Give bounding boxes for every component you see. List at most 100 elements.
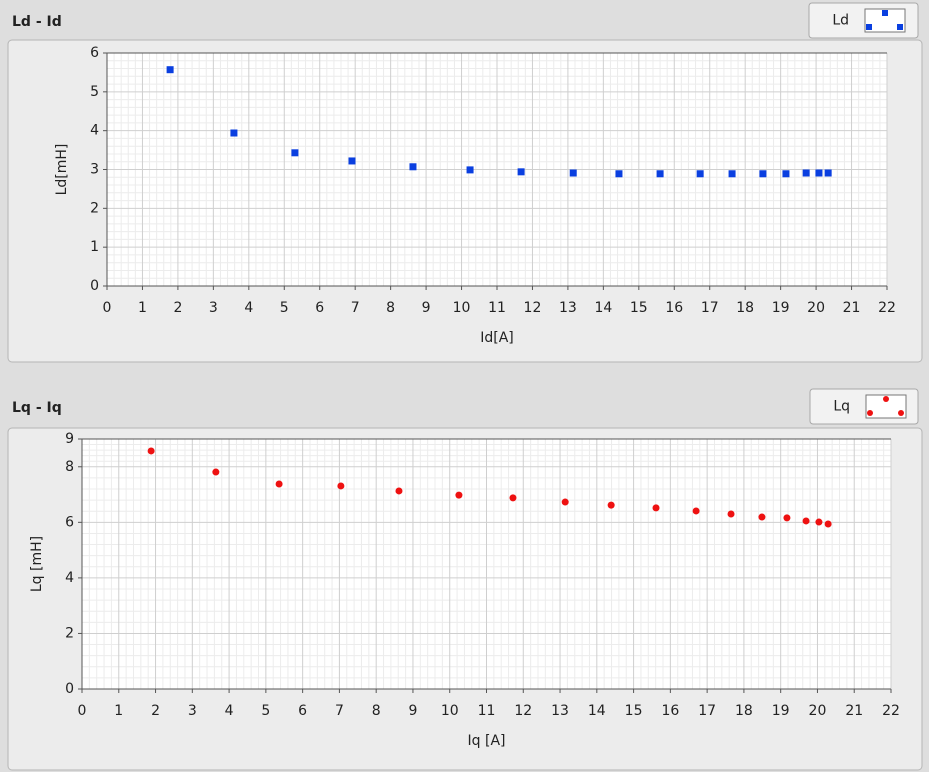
legend-label: Lq (833, 399, 850, 415)
marker (652, 504, 660, 512)
x-tick-label: 13 (551, 703, 569, 719)
marker (455, 491, 463, 499)
marker (727, 510, 735, 518)
legend-marker (867, 410, 873, 416)
y-tick-label: 0 (65, 681, 74, 697)
marker (409, 163, 417, 171)
y-axis-label: Ld[mH] (54, 144, 70, 196)
y-tick-label: 6 (90, 45, 99, 61)
x-tick-label: 19 (772, 300, 790, 316)
marker (212, 468, 220, 476)
x-tick-label: 5 (280, 300, 289, 316)
y-tick-label: 1 (90, 239, 99, 255)
marker (782, 170, 790, 178)
x-tick-label: 21 (845, 703, 863, 719)
marker (759, 170, 767, 178)
x-tick-label: 12 (524, 300, 542, 316)
marker (692, 507, 700, 515)
marker (758, 513, 766, 521)
y-tick-label: 9 (65, 431, 74, 447)
legend-marker (898, 410, 904, 416)
marker (509, 494, 517, 502)
x-tick-label: 5 (261, 703, 270, 719)
x-tick-label: 9 (422, 300, 431, 316)
x-tick-label: 16 (661, 703, 679, 719)
marker (517, 168, 525, 176)
x-tick-label: 14 (594, 300, 612, 316)
x-tick-label: 9 (408, 703, 417, 719)
marker (824, 520, 832, 528)
y-tick-label: 2 (90, 200, 99, 216)
x-tick-label: 10 (453, 300, 471, 316)
marker (824, 169, 832, 177)
legend-label: Ld (832, 13, 849, 29)
x-tick-label: 14 (588, 703, 606, 719)
x-axis-label: Id[A] (480, 330, 514, 346)
x-tick-label: 4 (225, 703, 234, 719)
x-tick-label: 12 (514, 703, 532, 719)
x-tick-label: 20 (807, 300, 825, 316)
y-tick-label: 4 (90, 123, 99, 139)
x-tick-label: 8 (386, 300, 395, 316)
marker (395, 487, 403, 495)
x-tick-label: 22 (878, 300, 896, 316)
chart-title: Ld - Id (12, 14, 62, 30)
x-tick-label: 18 (735, 703, 753, 719)
legend-marker (897, 24, 903, 30)
x-tick-label: 18 (736, 300, 754, 316)
legend-icon (864, 8, 906, 33)
marker (815, 169, 823, 177)
y-axis-label: Lq [mH] (29, 536, 45, 592)
marker (802, 169, 810, 177)
marker (696, 170, 704, 178)
marker (802, 517, 810, 525)
y-tick-label: 0 (90, 278, 99, 294)
x-tick-label: 6 (315, 300, 324, 316)
x-tick-label: 13 (559, 300, 577, 316)
marker (656, 170, 664, 178)
x-tick-label: 2 (173, 300, 182, 316)
marker (291, 149, 299, 157)
legend-icon (865, 394, 907, 419)
legend-marker (882, 10, 888, 16)
marker (569, 169, 577, 177)
x-tick-label: 3 (209, 300, 218, 316)
x-tick-label: 22 (882, 703, 900, 719)
marker (607, 501, 615, 509)
y-tick-label: 4 (65, 570, 74, 586)
x-tick-label: 2 (151, 703, 160, 719)
x-tick-label: 7 (335, 703, 344, 719)
x-tick-label: 15 (630, 300, 648, 316)
marker (561, 498, 569, 506)
marker (466, 166, 474, 174)
x-tick-label: 15 (625, 703, 643, 719)
x-tick-label: 11 (478, 703, 496, 719)
marker (275, 480, 283, 488)
marker (815, 518, 823, 526)
x-tick-label: 6 (298, 703, 307, 719)
y-tick-label: 5 (90, 84, 99, 100)
x-tick-label: 17 (698, 703, 716, 719)
marker (783, 514, 791, 522)
x-tick-label: 0 (103, 300, 112, 316)
y-tick-label: 2 (65, 625, 74, 641)
x-tick-label: 16 (665, 300, 683, 316)
marker (337, 482, 345, 490)
x-tick-label: 17 (701, 300, 719, 316)
x-tick-label: 3 (188, 703, 197, 719)
chart-title: Lq - Iq (12, 400, 62, 416)
marker (147, 447, 155, 455)
y-tick-label: 6 (65, 514, 74, 530)
marker (728, 170, 736, 178)
marker (166, 66, 174, 74)
x-tick-label: 21 (843, 300, 861, 316)
legend-marker (866, 24, 872, 30)
x-tick-label: 10 (441, 703, 459, 719)
x-tick-label: 1 (138, 300, 147, 316)
x-tick-label: 11 (488, 300, 506, 316)
marker (615, 170, 623, 178)
y-tick-label: 8 (65, 459, 74, 475)
marker (230, 129, 238, 137)
legend-marker (883, 396, 889, 402)
